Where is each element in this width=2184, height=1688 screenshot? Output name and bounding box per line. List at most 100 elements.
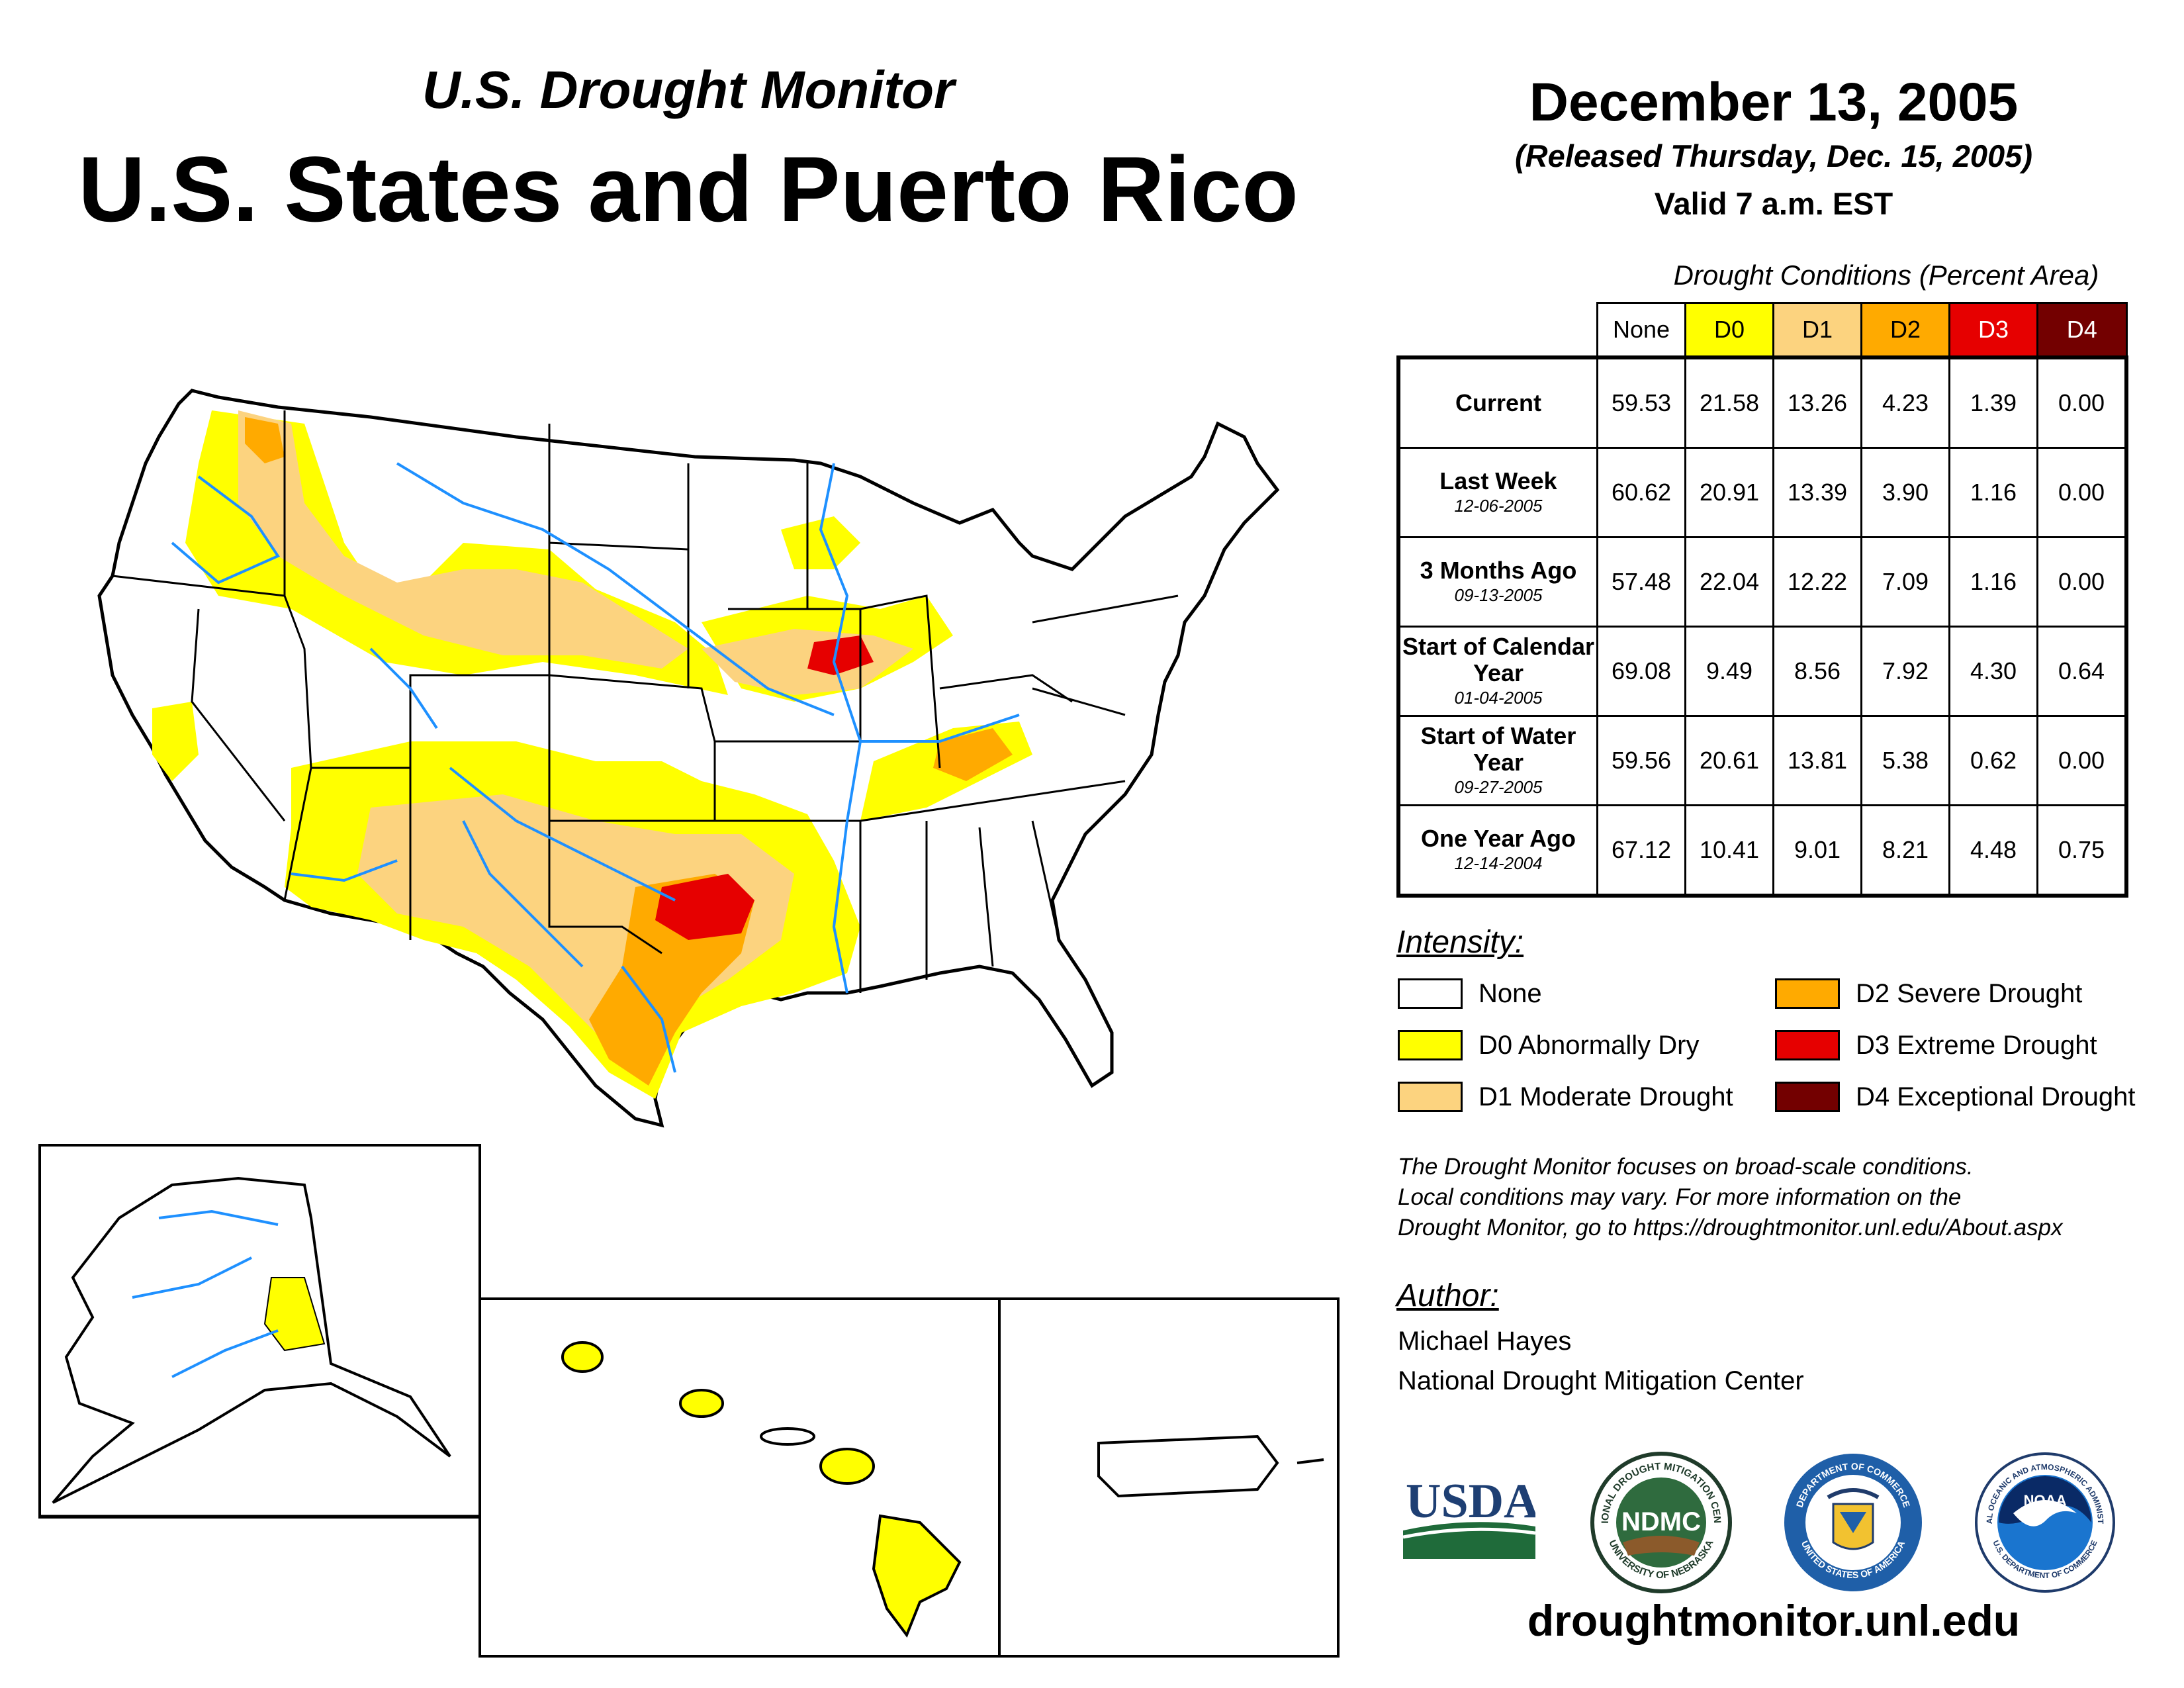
legend-label: D1 Moderate Drought <box>1479 1082 1733 1111</box>
table-row: Last Week 12-06-2005 60.62 20.91 13.39 3.… <box>1396 447 2128 538</box>
table-cell: 0.64 <box>2036 626 2128 717</box>
table-row: 3 Months Ago 09-13-2005 57.48 22.04 12.22… <box>1396 536 2128 628</box>
noaa-text: NOAA <box>2024 1492 2067 1509</box>
ndmc-logo: NATIONAL DROUGHT MITIGATION CENTER UNIVE… <box>1588 1450 1732 1593</box>
table-cell: 10.41 <box>1684 804 1774 898</box>
legend-title: Intensity: <box>1396 925 1524 960</box>
map-date: December 13, 2005 <box>1529 72 2019 132</box>
noaa-logo: NATIONAL OCEANIC AND ATMOSPHERIC ADMINIS… <box>1972 1450 2115 1593</box>
usda-logo: USDA <box>1403 1474 1535 1559</box>
footer-url: droughtmonitor.unl.edu <box>1527 1596 2021 1645</box>
legend-label: D3 Extreme Drought <box>1856 1030 2097 1060</box>
d3-area-texas <box>655 874 754 940</box>
col-d3: D3 <box>1948 302 2038 359</box>
col-none: None <box>1596 302 1686 359</box>
d0-area-upper-michigan <box>781 516 860 569</box>
row-label: Start of Water Year 09-27-2005 <box>1396 715 1598 806</box>
table-cell: 9.01 <box>1772 804 1862 898</box>
table-cell: 0.00 <box>2036 447 2128 538</box>
state-borders <box>112 410 1179 993</box>
drought-conditions-table: None D0 D1 D2 D3 D4 Current 59.53 21.58 … <box>1396 302 2128 898</box>
table-cell: 1.16 <box>1948 447 2038 538</box>
table-row: One Year Ago 12-14-2004 67.12 10.41 9.01 … <box>1396 804 2128 898</box>
table-row: Start of Calendar Year 01-04-2005 69.08 9… <box>1396 626 2128 717</box>
author-title: Author: <box>1396 1278 1499 1313</box>
table-title: Drought Conditions (Percent Area) <box>1673 259 2099 291</box>
d1-area-northwest <box>238 410 688 669</box>
table-row: Current 59.53 21.58 13.26 4.23 1.39 0.00 <box>1396 355 2128 449</box>
row-label: Start of Calendar Year 01-04-2005 <box>1396 626 1598 717</box>
table-cell: 1.39 <box>1948 355 2038 449</box>
hawaii-big-island <box>872 1514 962 1638</box>
table-cell: 57.48 <box>1596 536 1686 628</box>
drought-map <box>38 389 1340 1658</box>
table-cell: 0.62 <box>1948 715 2038 806</box>
table-cell: 9.49 <box>1684 626 1774 717</box>
legend-item-d3: D3 Extreme Drought <box>1775 1030 2097 1060</box>
rivers <box>171 462 1020 1073</box>
table-cell: 13.81 <box>1772 715 1862 806</box>
conus-outline <box>97 389 1280 1128</box>
table-cell: 1.16 <box>1948 536 2038 628</box>
hawaii-inset <box>478 1297 1001 1658</box>
table-cell: 5.38 <box>1860 715 1950 806</box>
note-line: Drought Monitor, go to https://droughtmo… <box>1398 1215 2063 1241</box>
table-cell: 67.12 <box>1596 804 1686 898</box>
table-cell: 4.30 <box>1948 626 2038 717</box>
table-cell: 13.26 <box>1772 355 1862 449</box>
doc-seal-logo: DEPARTMENT OF COMMERCE UNITED STATES OF … <box>1784 1454 1922 1591</box>
table-cell: 7.92 <box>1860 626 1950 717</box>
table-cell: 21.58 <box>1684 355 1774 449</box>
author-organization: National Drought Mitigation Center <box>1398 1366 1804 1395</box>
legend-item-d4: D4 Exceptional Drought <box>1775 1082 2135 1112</box>
table-cell: 22.04 <box>1684 536 1774 628</box>
legend-item-d1: D1 Moderate Drought <box>1398 1082 1733 1112</box>
molokai <box>760 1427 815 1446</box>
table-cell: 20.91 <box>1684 447 1774 538</box>
table-cell: 0.75 <box>2036 804 2128 898</box>
table-cell: 8.21 <box>1860 804 1950 898</box>
author-name: Michael Hayes <box>1398 1327 1572 1356</box>
col-d2: D2 <box>1860 302 1950 359</box>
col-d1: D1 <box>1772 302 1862 359</box>
legend-swatch <box>1775 978 1840 1009</box>
table-row: Start of Water Year 09-27-2005 59.56 20.6… <box>1396 715 2128 806</box>
alaska-inset <box>38 1144 481 1519</box>
table-cell: 0.00 <box>2036 715 2128 806</box>
map-title: U.S. States and Puerto Rico <box>78 137 1298 241</box>
conus-map <box>97 389 1280 1128</box>
table-cell: 4.48 <box>1948 804 2038 898</box>
usda-text: USDA <box>1406 1474 1535 1528</box>
row-label: Last Week 12-06-2005 <box>1396 447 1598 538</box>
table-cell: 12.22 <box>1772 536 1862 628</box>
maui <box>819 1448 875 1485</box>
map-subtitle: U.S. Drought Monitor <box>422 60 955 119</box>
col-d4: D4 <box>2036 302 2128 359</box>
note-line: The Drought Monitor focuses on broad-sca… <box>1398 1154 1974 1180</box>
table-cell: 7.09 <box>1860 536 1950 628</box>
d3-area-illinois <box>807 635 874 675</box>
legend-label: D4 Exceptional Drought <box>1856 1082 2136 1111</box>
table-cell: 0.00 <box>2036 355 2128 449</box>
legend-swatch <box>1775 1082 1840 1112</box>
table-cell: 20.61 <box>1684 715 1774 806</box>
note-line: Local conditions may vary. For more info… <box>1398 1184 1962 1210</box>
drought-areas <box>152 410 1032 1099</box>
table-cell: 60.62 <box>1596 447 1686 538</box>
table-cell: 13.39 <box>1772 447 1862 538</box>
valid-time: Valid 7 a.m. EST <box>1654 186 1893 221</box>
row-label: 3 Months Ago 09-13-2005 <box>1396 536 1598 628</box>
table-cell: 8.56 <box>1772 626 1862 717</box>
alaska-d0-area <box>263 1277 326 1352</box>
legend-swatch <box>1398 978 1463 1009</box>
legend-label: D0 Abnormally Dry <box>1479 1030 1700 1060</box>
puerto-rico-outline <box>1097 1434 1279 1498</box>
puerto-rico-inset <box>998 1297 1340 1658</box>
row-label: Current <box>1396 355 1598 449</box>
release-date: (Released Thursday, Dec. 15, 2005) <box>1515 138 2032 173</box>
alaska-rivers <box>132 1209 279 1378</box>
oahu <box>679 1389 724 1418</box>
legend-swatch <box>1398 1082 1463 1112</box>
ndmc-text: NDMC <box>1621 1507 1701 1536</box>
table-cell: 0.00 <box>2036 536 2128 628</box>
